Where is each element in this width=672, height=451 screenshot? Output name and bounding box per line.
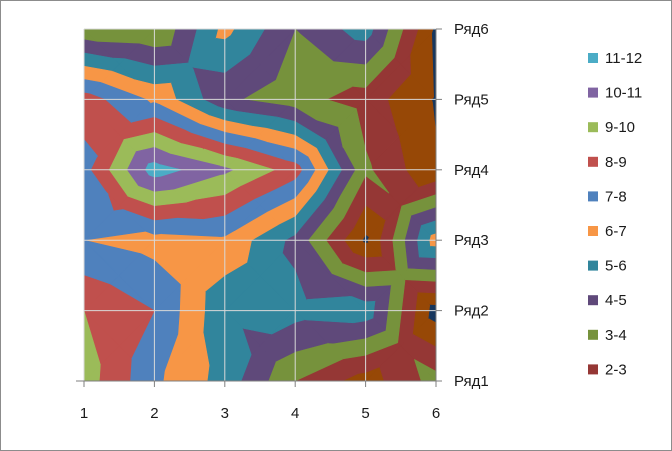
- x-tick-label: 5: [361, 405, 369, 422]
- legend-label: 7-8: [605, 188, 627, 205]
- legend-swatch: [588, 191, 598, 202]
- legend-swatch: [588, 364, 598, 375]
- legend-label: 5-6: [605, 258, 627, 275]
- legend-label: 6-7: [605, 223, 627, 240]
- contour-band-6-7-cell-2-4-1: [430, 233, 436, 241]
- contour-band-8-9-cell-2-0-3: [108, 194, 120, 211]
- contour-band-8-9-cell-3-0-3: [84, 98, 120, 157]
- x-tick-label: 2: [150, 405, 158, 422]
- contour-band-8-9-cell-4-0-3: [84, 92, 91, 100]
- legend-swatch: [588, 329, 598, 340]
- x-tick-label: 3: [221, 405, 229, 422]
- contour-band-3-4-cell-0-4-1: [414, 359, 436, 381]
- axes: 1 2 3 4 5 6 Ряд1 Ряд2 Ряд3 Ряд4 Ряд5 Ряд6: [76, 21, 489, 422]
- y-tick-label: Ряд6: [454, 21, 489, 38]
- y-tick-label: Ряд5: [454, 91, 489, 108]
- legend-swatch: [588, 87, 598, 98]
- legend: 11-12 10-11 9-10 8-9 7-8 6-7 5-6 4-5 3-4 2-3: [588, 50, 642, 378]
- legend-label: 8-9: [605, 154, 627, 171]
- plot-area: [84, 29, 436, 381]
- legend-label: 2-3: [605, 361, 627, 378]
- y-tick-label: Ряд1: [454, 373, 489, 390]
- legend-label: 9-10: [605, 119, 635, 136]
- contour-band-5-6-cell-4-3-2: [341, 29, 367, 41]
- x-tick-label: 1: [80, 405, 88, 422]
- legend-swatch: [588, 260, 598, 271]
- legend-label: 3-4: [605, 327, 627, 344]
- legend-swatch: [588, 226, 598, 236]
- y-tick-label: Ряд3: [454, 232, 489, 249]
- contour-band-5-6-cell-4-0-3: [84, 52, 120, 72]
- legend-label: 10-11: [605, 85, 642, 102]
- x-tick-label: 4: [291, 405, 299, 422]
- grid-lines: [83, 28, 437, 382]
- y-tick-label: Ряд4: [454, 162, 489, 179]
- legend-swatch: [588, 53, 598, 63]
- contour-band-6-7-cell-4-1-2: [215, 29, 226, 39]
- contour-band-8-9-cell-1-0-3: [84, 275, 111, 312]
- y-tick-label: Ряд2: [454, 303, 489, 320]
- legend-label: 11-12: [605, 50, 642, 67]
- x-tick-label: 6: [432, 405, 440, 422]
- legend-label: 4-5: [605, 292, 627, 309]
- legend-swatch: [588, 295, 598, 306]
- contour-band-9-10-cell-0-0-3: [84, 310, 101, 381]
- legend-swatch: [588, 122, 598, 133]
- legend-swatch: [588, 156, 598, 167]
